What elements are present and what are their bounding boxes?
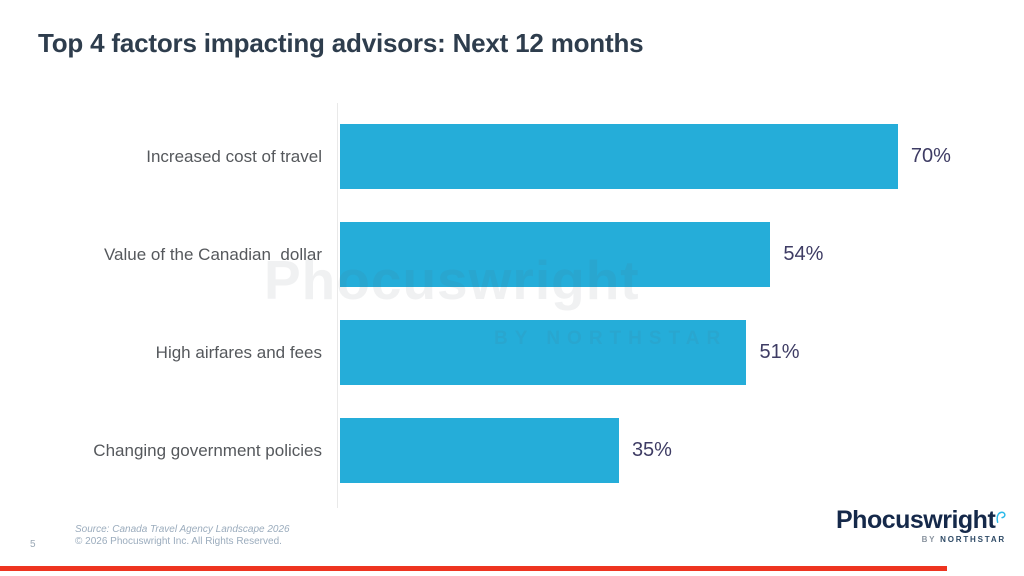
bar-value-label: 54% <box>783 243 824 265</box>
page-number: 5 <box>30 539 36 550</box>
bar-value-label: 70% <box>910 145 951 167</box>
bar <box>340 320 747 385</box>
logo-tagline-name: NORTHSTAR <box>940 535 1006 544</box>
bar-row: Value of the Canadian dollar 54% <box>0 222 1024 287</box>
bar-value-label: 35% <box>631 439 672 461</box>
bar <box>340 222 771 287</box>
bar-category-label: Increased cost of travel <box>146 146 322 166</box>
speech-bubble-question-icon <box>996 511 1006 523</box>
bar-row: Increased cost of travel 70% <box>0 124 1024 189</box>
phocuswright-logo: Phocuswright BY NORTHSTAR <box>836 505 1006 544</box>
bar-category-label: Value of the Canadian dollar <box>103 244 322 264</box>
y-axis-line <box>337 103 338 508</box>
bar-row: High airfares and fees 51% <box>0 320 1024 385</box>
logo-tagline: BY NORTHSTAR <box>836 535 1006 544</box>
copyright-line: © 2026 Phocuswright Inc. All Rights Rese… <box>75 536 282 547</box>
page-title: Top 4 factors impacting advisors: Next 1… <box>38 28 644 58</box>
footer-accent-bar <box>0 566 947 571</box>
source-line: Source: Canada Travel Agency Landscape 2… <box>75 524 290 535</box>
bar-category-label: Changing government policies <box>93 440 322 460</box>
bar <box>340 418 619 483</box>
source-note: Source: Canada Travel Agency Landscape 2… <box>75 524 290 548</box>
bar-value-label: 51% <box>759 341 800 363</box>
logo-tagline-by: BY <box>921 535 937 544</box>
bar-category-label: High airfares and fees <box>155 342 322 362</box>
bar <box>340 124 898 189</box>
logo-wordmark: Phocuswright <box>836 506 996 534</box>
bar-row: Changing government policies 35% <box>0 418 1024 483</box>
